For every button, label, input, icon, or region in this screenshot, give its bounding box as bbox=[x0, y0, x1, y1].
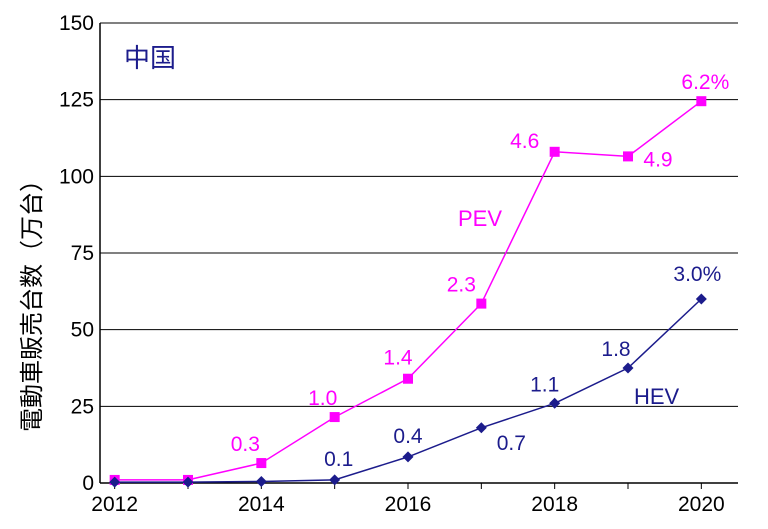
data-label-hev-2016: 0.4 bbox=[393, 425, 423, 448]
y-axis-label: 電動車販売台数（万台） bbox=[19, 168, 46, 432]
series-line-pev bbox=[114, 100, 702, 481]
y-tick-label-25: 25 bbox=[71, 395, 94, 418]
x-tick-label-2020: 2020 bbox=[678, 493, 725, 516]
x-tick-label-2012: 2012 bbox=[91, 493, 138, 516]
marker-hev-2017 bbox=[475, 422, 487, 434]
y-tick-label-50: 50 bbox=[71, 319, 94, 342]
marker-pev-2020 bbox=[696, 96, 707, 107]
x-tick-labels: 2012 2014 2016 2018 2020 bbox=[91, 493, 724, 516]
marker-pev-2015 bbox=[329, 412, 340, 423]
data-label-pev-2014: 0.3 bbox=[231, 433, 260, 456]
y-tick-label-125: 125 bbox=[59, 89, 94, 112]
data-label-hev-2019: 1.8 bbox=[601, 338, 630, 361]
x-tick-label-2018: 2018 bbox=[531, 493, 578, 516]
data-label-pev-2020: 6.2% bbox=[681, 71, 729, 94]
data-labels: 0.3 1.0 1.4 2.3 4.6 4.9 6.2% 0.1 0.4 0.7 1.1 1.8 3.0… bbox=[231, 71, 730, 471]
marker-hev-2016 bbox=[402, 451, 414, 463]
marker-pev-2018 bbox=[549, 146, 560, 157]
marker-hev-2020 bbox=[695, 293, 707, 305]
marker-hev-2019 bbox=[622, 362, 634, 374]
x-tick-label-2014: 2014 bbox=[238, 493, 285, 516]
series-markers bbox=[109, 96, 707, 488]
marker-hev-2015 bbox=[329, 474, 341, 486]
region-label: 中国 bbox=[124, 43, 176, 73]
marker-pev-2014 bbox=[256, 458, 267, 469]
x-tick-label-2016: 2016 bbox=[385, 493, 432, 516]
marker-pev-2017 bbox=[476, 298, 487, 309]
y-tick-label-100: 100 bbox=[59, 165, 94, 188]
data-label-pev-2018: 4.6 bbox=[510, 130, 539, 153]
y-tick-label-150: 150 bbox=[59, 12, 94, 35]
axes bbox=[99, 23, 738, 489]
y-tick-label-75: 75 bbox=[71, 242, 94, 265]
data-label-hev-2017: 0.7 bbox=[497, 432, 526, 455]
data-label-hev-2020: 3.0% bbox=[673, 263, 721, 286]
marker-pev-2016 bbox=[403, 373, 413, 384]
data-label-pev-2015: 1.0 bbox=[308, 387, 337, 410]
data-label-pev-2017: 2.3 bbox=[447, 274, 476, 297]
series-label-pev: PEV bbox=[458, 206, 502, 231]
data-label-pev-2019: 4.9 bbox=[643, 148, 672, 171]
data-label-hev-2015: 0.1 bbox=[324, 448, 353, 471]
marker-pev-2019 bbox=[623, 151, 633, 162]
data-label-hev-2018: 1.1 bbox=[530, 373, 559, 396]
gridlines bbox=[100, 22, 738, 407]
data-label-pev-2016: 1.4 bbox=[383, 347, 413, 370]
marker-hev-2014 bbox=[255, 475, 267, 487]
marker-hev-2013 bbox=[182, 476, 194, 488]
series-label-hev: HEV bbox=[634, 384, 680, 409]
y-tick-label-0: 0 bbox=[82, 472, 94, 495]
marker-hev-2018 bbox=[549, 397, 561, 409]
y-tick-labels: 0 25 50 75 100 125 150 bbox=[59, 12, 94, 495]
marker-hev-2012 bbox=[109, 476, 121, 488]
